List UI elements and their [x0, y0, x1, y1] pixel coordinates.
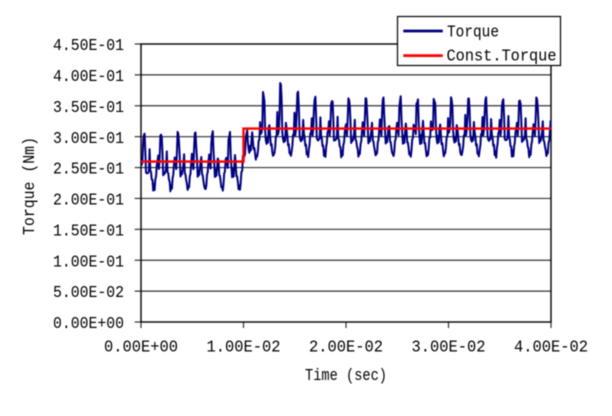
- svg-text:3.00E-02: 3.00E-02: [412, 339, 486, 358]
- svg-text:5.00E-02: 5.00E-02: [53, 284, 124, 303]
- svg-text:0.00E+00: 0.00E+00: [53, 315, 124, 334]
- svg-text:1.00E-02: 1.00E-02: [207, 339, 281, 358]
- svg-text:1.00E-01: 1.00E-01: [53, 253, 124, 272]
- svg-text:4.50E-01: 4.50E-01: [53, 37, 124, 56]
- svg-text:1.50E-01: 1.50E-01: [53, 222, 124, 241]
- svg-text:3.00E-01: 3.00E-01: [53, 130, 124, 149]
- svg-text:Torque: Torque: [447, 23, 499, 42]
- svg-text:0.00E+00: 0.00E+00: [104, 339, 178, 358]
- svg-text:2.00E-01: 2.00E-01: [53, 192, 124, 211]
- svg-text:2.50E-01: 2.50E-01: [53, 161, 124, 180]
- svg-text:4.00E-02: 4.00E-02: [514, 339, 588, 358]
- svg-text:Time (sec): Time (sec): [305, 367, 387, 386]
- svg-text:4.00E-01: 4.00E-01: [53, 68, 124, 87]
- svg-text:2.00E-02: 2.00E-02: [309, 339, 383, 358]
- svg-text:3.50E-01: 3.50E-01: [53, 99, 124, 118]
- svg-text:Torque (Nm): Torque (Nm): [21, 137, 40, 235]
- svg-text:Const.Torque: Const.Torque: [447, 48, 557, 67]
